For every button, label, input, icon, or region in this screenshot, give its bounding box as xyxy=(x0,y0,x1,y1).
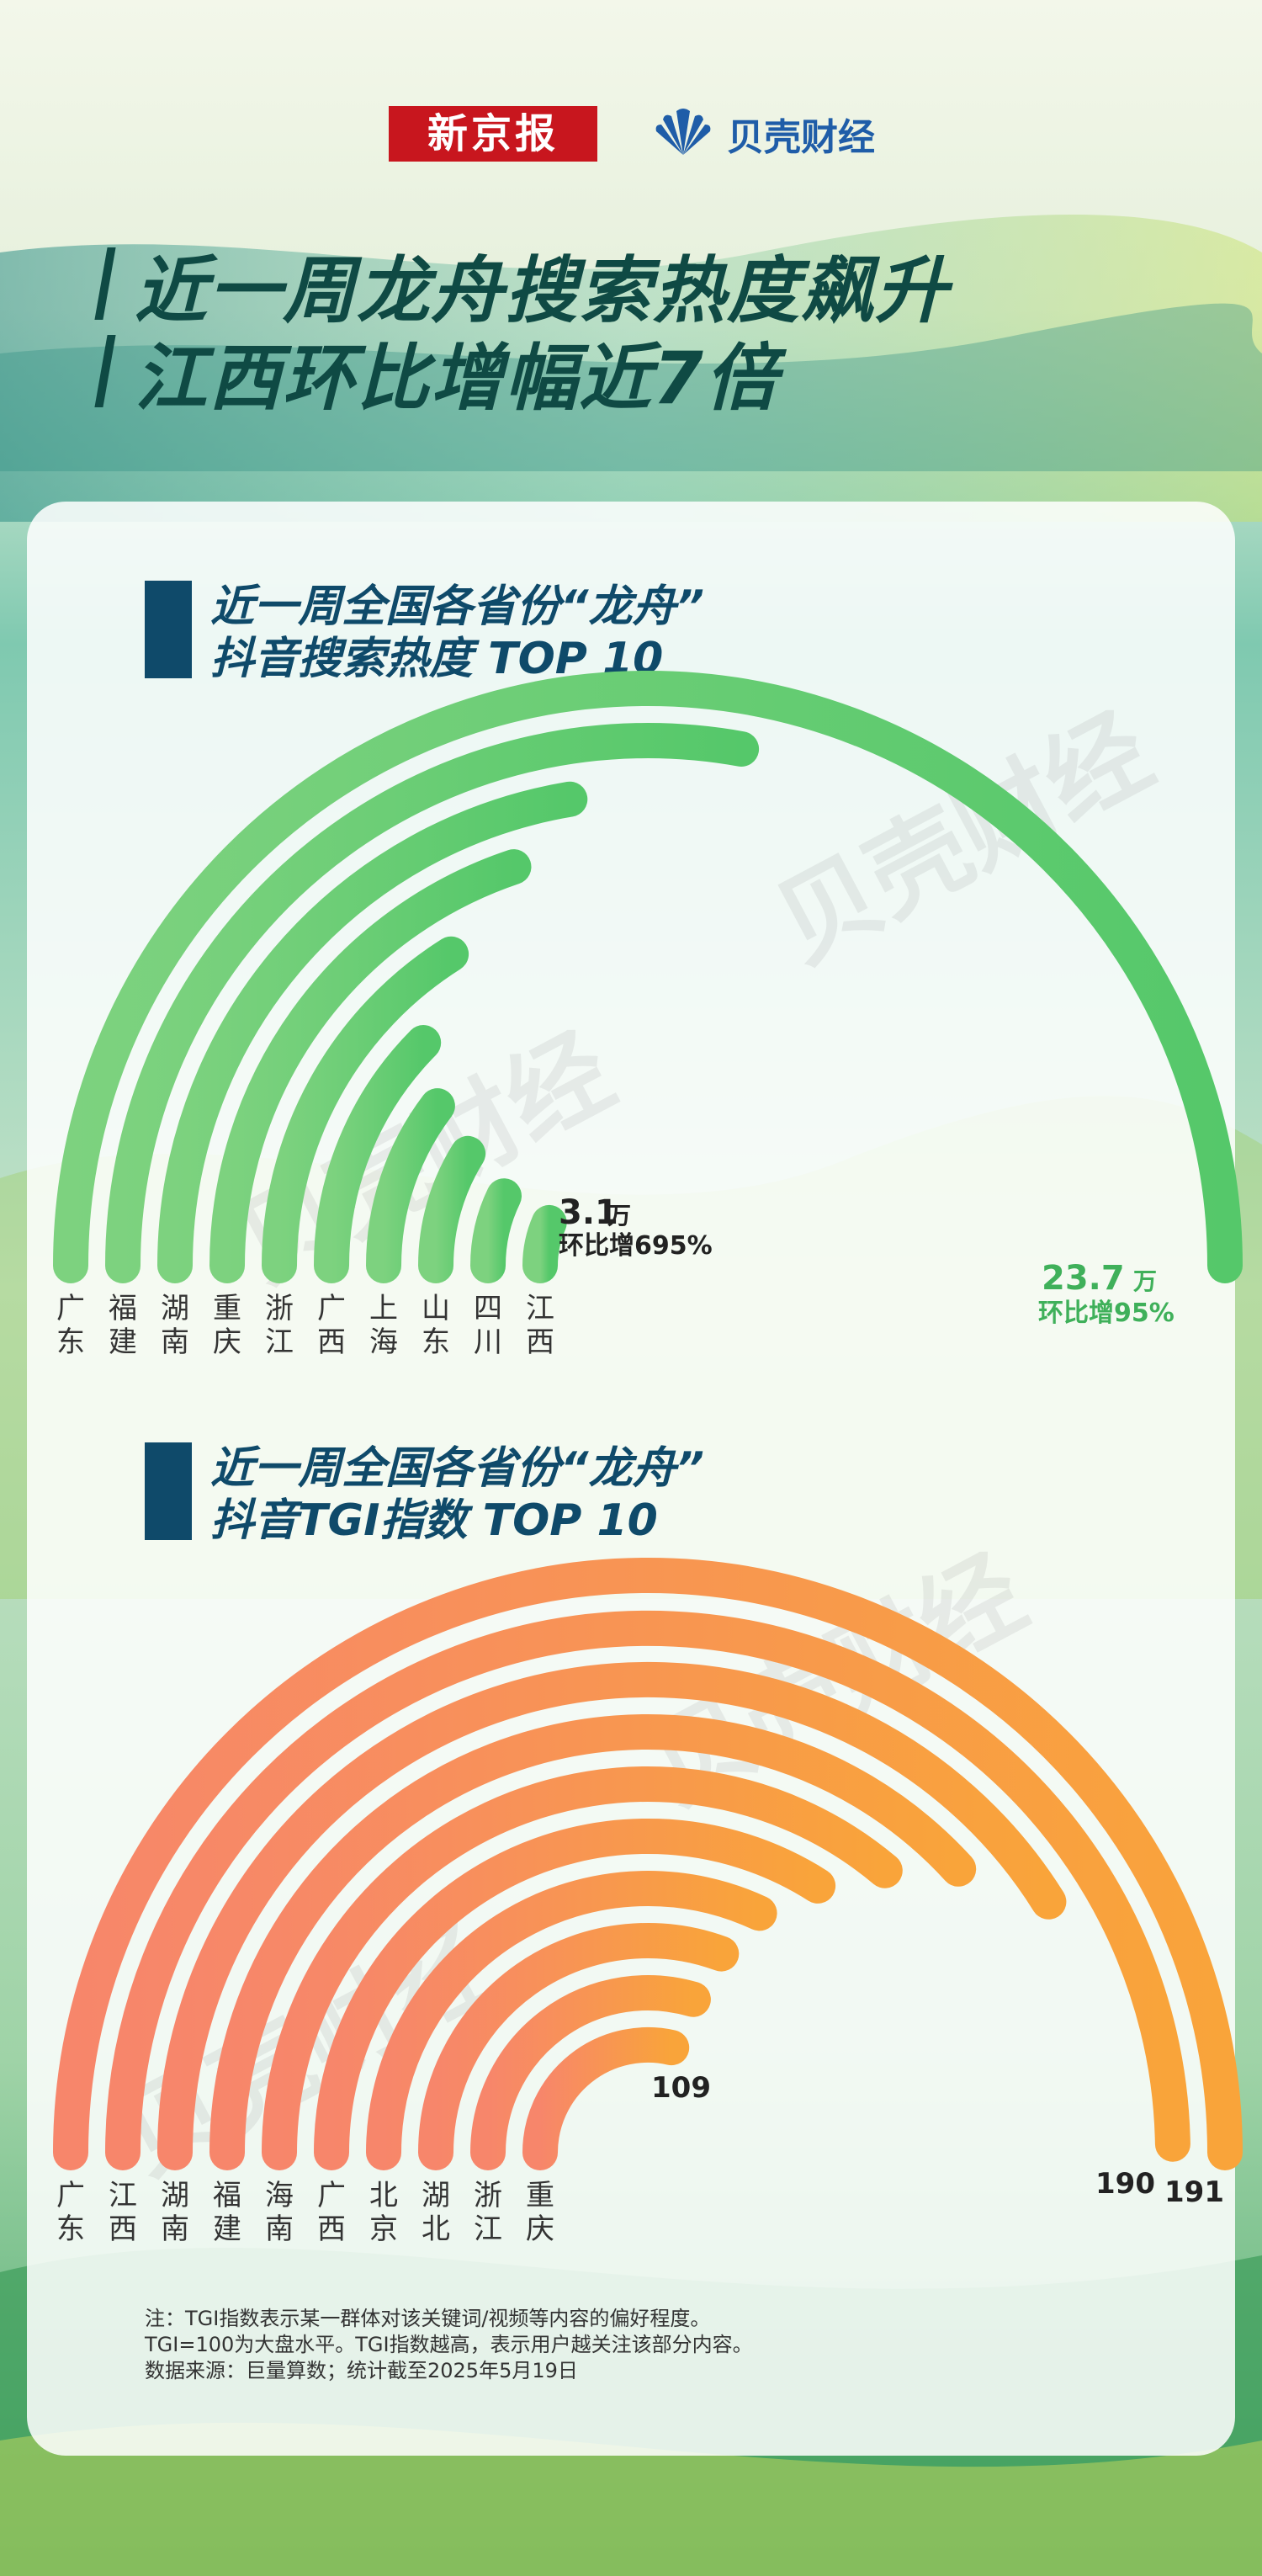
section-title-line-1: 近一周全国各省份“龙舟” xyxy=(210,582,704,632)
category-label: 庆 xyxy=(213,1325,241,1359)
section-marker xyxy=(145,581,192,678)
value-label-last: 3.1 xyxy=(559,1193,618,1232)
arc-bar-福建 xyxy=(209,1714,977,2170)
arc-bar-北京 xyxy=(366,1871,777,2170)
category-label: 北 xyxy=(369,2179,398,2212)
category-label: 庆 xyxy=(526,2212,554,2246)
value-label-2: 190 xyxy=(1095,2167,1155,2201)
category-label: 西 xyxy=(526,1325,554,1359)
category-label: 海 xyxy=(265,2179,294,2212)
category-label: 重 xyxy=(213,1292,241,1325)
unit-label: 万 xyxy=(607,1202,631,1230)
category-label: 福 xyxy=(213,2179,241,2212)
note-line-2: TGI=100为大盘水平。TGI指数越高，表示用户越关注该部分内容。 xyxy=(145,2333,753,2356)
beike-caijing-logo: 贝壳财经 xyxy=(650,103,875,165)
arc-bar-湖南 xyxy=(157,1661,1067,2170)
section-title-line-2: 抖音TGI指数 TOP 10 xyxy=(210,1495,658,1546)
arc-bar-湖北 xyxy=(418,1923,740,2170)
category-label: 西 xyxy=(317,1325,346,1359)
main-title: 近一周龙舟搜索热度飙升 江西环比增幅近7倍 xyxy=(94,237,1228,421)
category-label: 西 xyxy=(109,2212,137,2246)
category-label: 上 xyxy=(369,1292,398,1325)
category-label: 东 xyxy=(422,1325,450,1359)
arc-bar-上海 xyxy=(366,1088,455,1283)
category-label: 西 xyxy=(317,2212,346,2246)
category-label: 四 xyxy=(474,1292,502,1325)
category-label: 广 xyxy=(56,1292,85,1325)
section-title-search: 近一周全国各省份“龙舟” 抖音搜索热度 TOP 10 xyxy=(145,581,704,685)
category-label: 江 xyxy=(474,2212,502,2246)
title-line-1: 近一周龙舟搜索热度飙升 xyxy=(135,248,949,333)
category-label: 重 xyxy=(526,2179,554,2212)
category-label: 建 xyxy=(109,1325,137,1359)
category-label: 东 xyxy=(56,1325,85,1359)
value-label-1: 191 xyxy=(1164,2175,1224,2209)
category-label: 江 xyxy=(109,2179,137,2212)
category-label: 建 xyxy=(213,2212,241,2246)
growth-label: 环比增95% xyxy=(1038,1299,1175,1328)
section-marker xyxy=(145,1442,192,1540)
category-label: 广 xyxy=(317,1292,346,1325)
unit-label: 万 xyxy=(1133,1267,1157,1295)
category-label: 湖 xyxy=(161,1292,189,1325)
arc-bar-四川 xyxy=(470,1178,522,1283)
category-label: 湖 xyxy=(422,2179,450,2212)
category-label: 江 xyxy=(526,1292,554,1325)
value-label-top: 23.7 xyxy=(1042,1259,1125,1298)
category-label: 福 xyxy=(109,1292,137,1325)
section-title-line-1: 近一周全国各省份“龙舟” xyxy=(210,1443,704,1494)
arc-bar-重庆 xyxy=(522,2026,690,2170)
footnote: 注：TGI指数表示某一群体对该关键词/视频等内容的偏好程度。 TGI=100为大… xyxy=(145,2306,753,2384)
title-line-2: 江西环比增幅近7倍 xyxy=(135,336,779,421)
arc-bar-浙江 xyxy=(262,936,469,1283)
xinjingbao-logo: 新京报 xyxy=(389,106,597,162)
category-label: 江 xyxy=(265,1325,294,1359)
shell-icon xyxy=(655,109,711,155)
arc-bar-广东 xyxy=(53,671,1243,1283)
growth-label: 环比增695% xyxy=(559,1231,713,1261)
category-label: 京 xyxy=(369,2212,398,2246)
section-title-tgi: 近一周全国各省份“龙舟” 抖音TGI指数 TOP 10 xyxy=(145,1442,704,1547)
category-label: 南 xyxy=(161,1325,189,1359)
arc-bar-广东 xyxy=(53,1558,1243,2170)
category-label: 海 xyxy=(369,1325,398,1359)
category-label: 湖 xyxy=(161,2179,189,2212)
arc-bar-江西 xyxy=(522,1204,567,1283)
category-label: 南 xyxy=(161,2212,189,2246)
category-label: 山 xyxy=(422,1292,450,1325)
note-line-1: 注：TGI指数表示某一群体对该关键词/视频等内容的偏好程度。 xyxy=(145,2307,711,2330)
category-label: 川 xyxy=(474,1325,502,1359)
arc-bar-海南 xyxy=(262,1766,903,2170)
arc-bar-福建 xyxy=(105,723,760,1283)
note-line-3: 数据来源：巨量算数；统计截至2025年5月19日 xyxy=(145,2359,578,2382)
category-label: 浙 xyxy=(474,2179,502,2212)
beike-caijing-text: 贝壳财经 xyxy=(727,116,875,159)
arc-bar-山东 xyxy=(418,1135,486,1283)
arc-bar-浙江 xyxy=(470,1975,711,2170)
category-label: 广 xyxy=(56,2179,85,2212)
category-label: 北 xyxy=(422,2212,450,2246)
category-label: 南 xyxy=(265,2212,294,2246)
category-label: 东 xyxy=(56,2212,85,2246)
arc-bar-广西 xyxy=(314,1025,442,1283)
arc-bar-广西 xyxy=(314,1818,836,2170)
arc-bar-重庆 xyxy=(209,849,532,1283)
value-label-last: 109 xyxy=(651,2071,711,2105)
category-label: 浙 xyxy=(265,1292,294,1325)
category-label: 广 xyxy=(317,2179,346,2212)
arc-bar-湖南 xyxy=(157,781,588,1283)
arc-bar-江西 xyxy=(105,1610,1190,2170)
